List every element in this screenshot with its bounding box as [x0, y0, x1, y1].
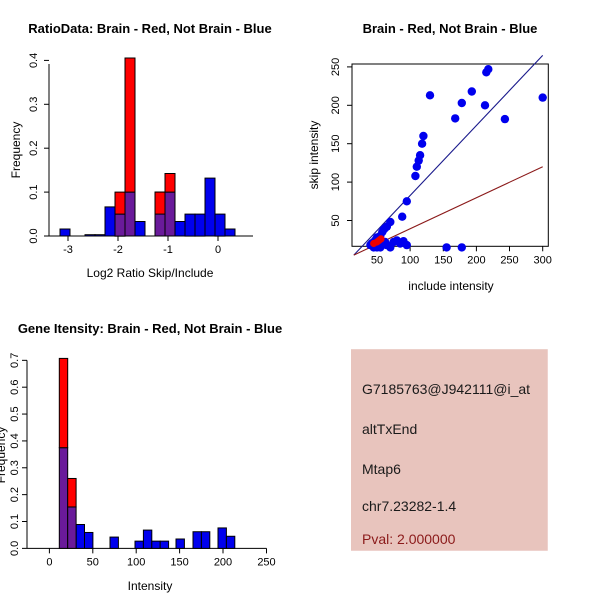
svg-text:150: 150	[434, 254, 452, 266]
svg-text:200: 200	[330, 96, 342, 114]
svg-text:Gene Itensity: Brain - Red, No: Gene Itensity: Brain - Red, Not Brain - …	[18, 321, 282, 336]
svg-text:include intensity: include intensity	[408, 279, 493, 293]
svg-text:0.0: 0.0	[28, 228, 40, 243]
svg-text:0: 0	[215, 244, 221, 256]
svg-text:100: 100	[330, 173, 342, 191]
svg-text:0.4: 0.4	[9, 433, 21, 448]
svg-text:Pval: 2.000000: Pval: 2.000000	[362, 531, 456, 547]
svg-text:300: 300	[534, 254, 552, 266]
svg-text:50: 50	[371, 254, 383, 266]
svg-text:50: 50	[87, 556, 99, 568]
svg-text:150: 150	[330, 135, 342, 153]
svg-text:-1: -1	[163, 244, 173, 256]
svg-text:0.3: 0.3	[28, 97, 40, 112]
svg-text:0.7: 0.7	[9, 353, 21, 368]
svg-text:100: 100	[127, 556, 145, 568]
svg-text:250: 250	[330, 58, 342, 76]
svg-text:Brain - Red, Not Brain - Blue: Brain - Red, Not Brain - Blue	[363, 21, 538, 36]
svg-text:RatioData: Brain - Red, Not Br: RatioData: Brain - Red, Not Brain - Blue	[28, 21, 271, 36]
svg-text:Frequency: Frequency	[9, 122, 23, 179]
svg-text:altTxEnd: altTxEnd	[362, 421, 417, 437]
svg-text:G7185763@J942111@i_at: G7185763@J942111@i_at	[362, 381, 530, 397]
svg-text:250: 250	[257, 556, 275, 568]
svg-text:0: 0	[46, 556, 52, 568]
svg-text:200: 200	[467, 254, 485, 266]
svg-text:100: 100	[401, 254, 419, 266]
svg-text:200: 200	[214, 556, 232, 568]
svg-text:150: 150	[170, 556, 188, 568]
svg-text:250: 250	[500, 254, 518, 266]
svg-text:-2: -2	[113, 244, 123, 256]
svg-text:50: 50	[330, 214, 342, 226]
svg-text:0.6: 0.6	[9, 380, 21, 395]
svg-text:Frequency: Frequency	[0, 427, 8, 484]
svg-text:Log2 Ratio Skip/Include: Log2 Ratio Skip/Include	[87, 266, 214, 280]
svg-text:-3: -3	[63, 244, 73, 256]
svg-text:0.2: 0.2	[9, 487, 21, 502]
svg-text:chr7.23282-1.4: chr7.23282-1.4	[362, 498, 456, 514]
svg-text:0.2: 0.2	[28, 141, 40, 156]
svg-text:0.0: 0.0	[9, 541, 21, 556]
svg-text:Intensity: Intensity	[128, 579, 173, 593]
svg-text:0.5: 0.5	[9, 406, 21, 421]
svg-text:0.1: 0.1	[9, 514, 21, 529]
svg-text:0.1: 0.1	[28, 184, 40, 199]
svg-text:0.4: 0.4	[28, 53, 40, 68]
svg-text:skip intensity: skip intensity	[307, 121, 321, 190]
svg-text:0.3: 0.3	[9, 460, 21, 475]
svg-text:Mtap6: Mtap6	[362, 461, 401, 477]
